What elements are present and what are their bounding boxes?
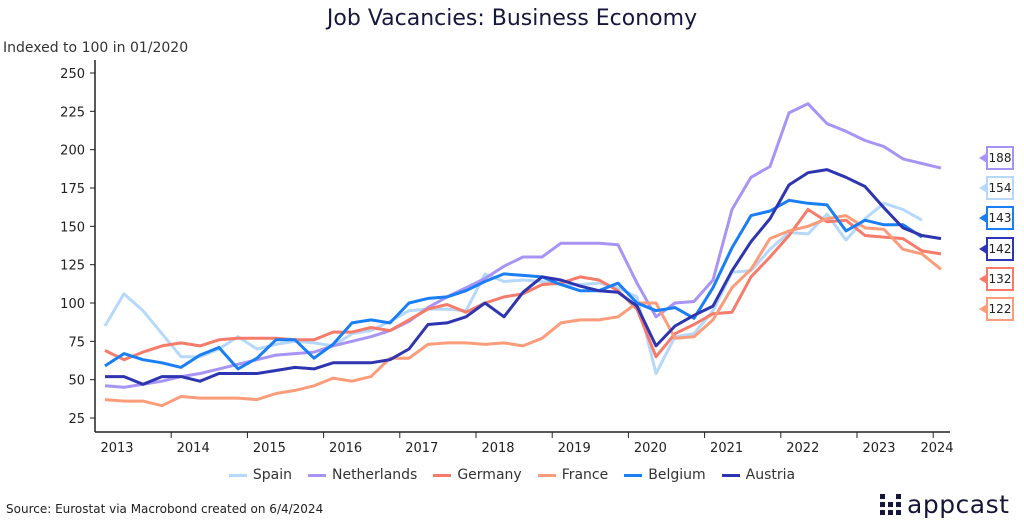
x-tick-label: 2018 — [481, 441, 514, 456]
x-tick-label: 2021 — [710, 441, 743, 456]
chart-title: Job Vacancies: Business Economy — [326, 6, 698, 31]
end-label-austria: 142 — [979, 236, 1014, 261]
legend-item-germany: Germany — [433, 467, 522, 483]
series-line-netherlands — [104, 102, 942, 389]
legend-label: France — [561, 467, 609, 483]
legend-swatch — [624, 473, 643, 477]
y-tick-label: 150 — [60, 220, 85, 235]
series-line-france — [104, 214, 942, 408]
y-tick-label: 100 — [60, 297, 85, 312]
series-line-germany — [104, 208, 942, 362]
y-tick-label: 225 — [60, 105, 85, 120]
x-tick-label: 2015 — [253, 441, 286, 456]
x-tick-label: 2023 — [862, 441, 895, 456]
legend-item-spain: Spain — [228, 467, 292, 483]
x-tick-label: 2022 — [786, 441, 819, 456]
end-label-france: 122 — [979, 297, 1014, 321]
end-label-netherlands: 188 — [979, 146, 1014, 170]
x-tick-label: 2017 — [405, 441, 438, 456]
legend-item-netherlands: Netherlands — [307, 467, 418, 483]
x-tick-label: 2019 — [558, 441, 591, 456]
legend-swatch — [307, 473, 326, 477]
legend-item-france: France — [537, 467, 609, 483]
x-tick-label: 2014 — [177, 441, 210, 456]
legend-item-austria: Austria — [721, 467, 796, 483]
legend-label: Germany — [457, 467, 522, 483]
legend-swatch — [721, 473, 740, 477]
x-tick-label: 2016 — [329, 441, 362, 456]
end-label-germany: 132 — [979, 266, 1014, 291]
legend-label: Austria — [745, 467, 796, 483]
legend-swatch — [537, 473, 556, 477]
y-tick-label: 125 — [60, 259, 85, 274]
series-line-austria — [105, 168, 942, 386]
y-tick-label: 25 — [68, 412, 85, 427]
y-tick-label: 250 — [60, 67, 85, 82]
source-note: Source: Eurostat via Macrobond created o… — [6, 502, 324, 516]
legend-swatch — [228, 473, 247, 477]
legend-label: Belgium — [648, 467, 706, 483]
appcast-logo: appcast — [880, 490, 1009, 519]
legend-label: Spain — [252, 467, 292, 483]
legend-item-belgium: Belgium — [624, 467, 706, 483]
legend-label: Netherlands — [331, 467, 418, 483]
y-axis-label: Indexed to 100 in 01/2020 — [3, 40, 189, 56]
end-label-spain: 154 — [979, 176, 1014, 201]
y-tick-label: 175 — [60, 182, 85, 197]
y-tick-label: 75 — [68, 335, 85, 350]
logo-dots-icon — [880, 494, 901, 515]
x-tick-label: 2024 — [920, 441, 953, 456]
logo-wordmark: appcast — [907, 490, 1010, 519]
y-tick-label: 200 — [60, 144, 85, 159]
series-line-belgium — [104, 198, 923, 371]
end-label-belgium: 143 — [979, 206, 1014, 231]
legend-swatch — [433, 473, 452, 477]
x-tick-label: 2013 — [100, 441, 133, 456]
legend: Spain Netherlands Germany France Belgium Aust… — [0, 467, 1024, 483]
x-tick-label: 2020 — [634, 441, 667, 456]
y-tick-label: 50 — [68, 374, 85, 389]
